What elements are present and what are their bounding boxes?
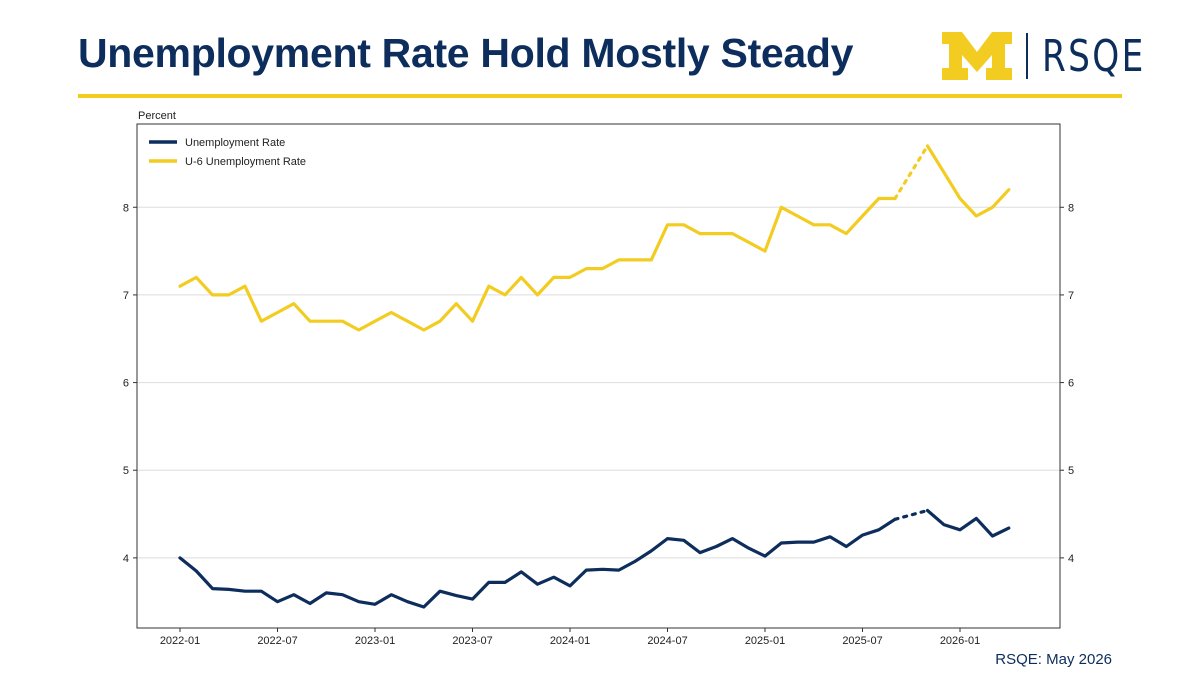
legend: Unemployment Rate U-6 Unemployment Rate [149,137,306,168]
xtick-label-2023-07: 2023-07 [452,635,492,647]
grid-lines [137,206,1060,559]
plot-frame [136,123,1061,629]
block-m-logo-icon [942,32,1012,80]
xtick-label-2023-01: 2023-01 [355,635,395,647]
xtick-label-2022-07: 2022-07 [257,635,297,647]
ytick-label-left-6: 6 [123,378,129,390]
series-line-0-dashed [893,508,930,521]
rsqe-logo: RSQE [940,28,1175,84]
y-ticks: 4 4 5 5 6 6 7 7 8 8 [123,202,1074,565]
series-line-1-part2 [925,144,1011,218]
xtick-label-2022-01: 2022-01 [160,635,200,647]
ytick-label-left-7: 7 [123,290,129,302]
legend-label-0: Unemployment Rate [185,137,285,149]
source-note: RSQE: May 2026 [995,651,1112,668]
ytick-label-right-4: 4 [1068,553,1074,565]
x-ticks: 2022-01 2022-07 2023-01 2023-07 2024-01 2024-… [160,628,980,647]
ytick-label-left-4: 4 [123,553,129,565]
series-line-0-part1 [178,517,897,609]
y-axis-label: Percent [138,110,176,122]
xtick-label-2026-01: 2026-01 [940,635,980,647]
ytick-label-right-5: 5 [1068,465,1074,477]
logo-text: RSQE [1042,30,1146,82]
legend-label-1: U-6 Unemployment Rate [185,156,306,168]
title-rule [78,94,1122,98]
series-lines [178,144,1011,609]
logo-divider [1026,33,1028,79]
xtick-label-2025-07: 2025-07 [842,635,882,647]
series-line-0-part2 [925,508,1011,538]
ytick-label-left-5: 5 [123,465,129,477]
xtick-label-2024-01: 2024-01 [550,635,590,647]
series-line-1-part1 [178,196,897,332]
series-line-1-dashed [893,144,930,201]
xtick-label-2025-01: 2025-01 [745,635,785,647]
ytick-label-right-6: 6 [1068,378,1074,390]
xtick-label-2024-07: 2024-07 [647,635,687,647]
ytick-label-right-8: 8 [1068,202,1074,214]
ytick-label-left-8: 8 [123,202,129,214]
page-title: Unemployment Rate Hold Mostly Steady [78,30,854,76]
ytick-label-right-7: 7 [1068,290,1074,302]
